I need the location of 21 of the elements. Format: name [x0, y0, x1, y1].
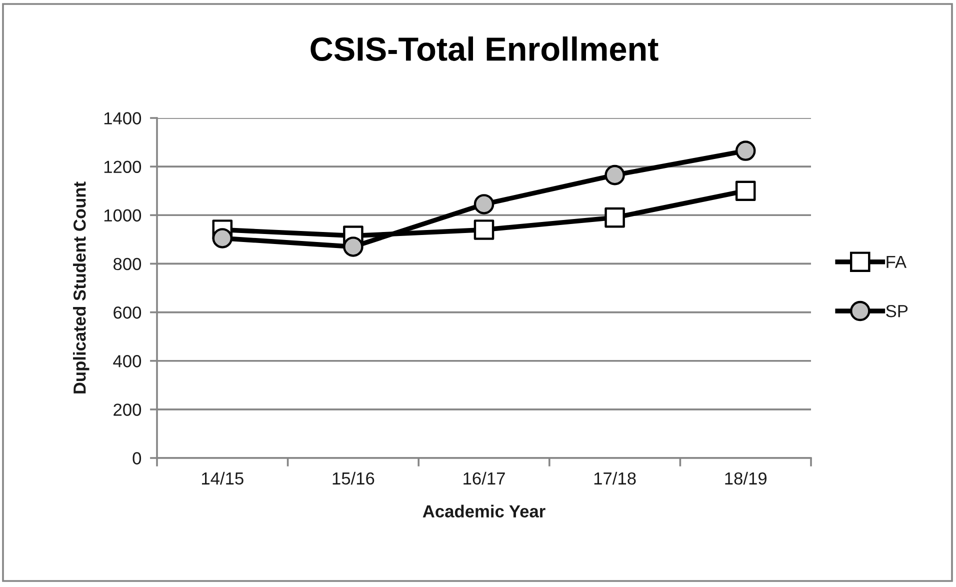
- legend-label: SP: [886, 304, 908, 318]
- x-tick-label: 14/15: [202, 472, 244, 485]
- y-tick-label: 400: [113, 355, 142, 368]
- point: [474, 220, 494, 240]
- y-tick-label: 1000: [104, 209, 142, 222]
- point: [735, 180, 756, 201]
- legend-label: FA: [886, 256, 907, 268]
- y-tick-label: 1200: [104, 160, 142, 174]
- y-tick-label: 1400: [104, 112, 142, 124]
- x-tick-label: 16/17: [464, 472, 505, 485]
- x-tick-label: 18/19: [725, 472, 766, 485]
- point: [604, 207, 625, 228]
- y-tick-label: 200: [114, 404, 142, 416]
- x-tick-label: 17/18: [594, 472, 636, 485]
- x-axis-title: Academic Year: [422, 504, 546, 518]
- chart-title: CSIS-Total Enrollment: [310, 36, 658, 61]
- y-tick-label: 600: [114, 306, 142, 319]
- y-axis-title: Duplicated Student Count: [73, 182, 90, 394]
- y-tick-label: 800: [114, 258, 142, 270]
- x-tick-label: 15/16: [332, 472, 374, 485]
- y-tick-label: 0: [132, 452, 142, 464]
